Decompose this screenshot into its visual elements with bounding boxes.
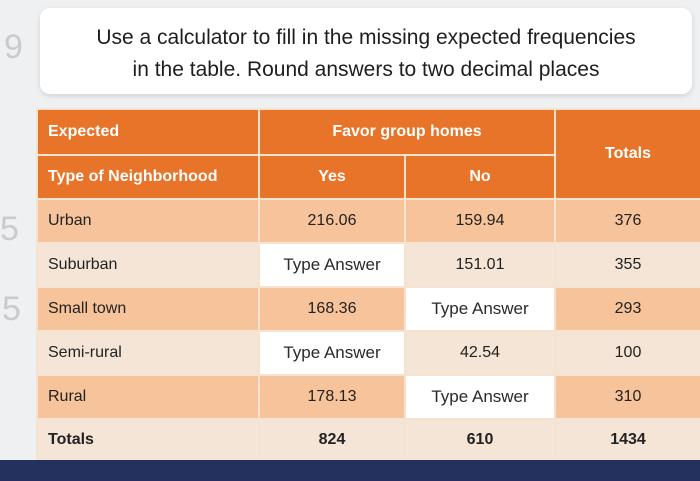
no-value: 159.94 [403, 198, 557, 244]
table-row: Suburban Type Answer 151.01 355 [36, 242, 700, 288]
row-label: Small town [36, 286, 260, 332]
corner-label: Expected [36, 108, 260, 156]
column-header-totals: Totals [554, 108, 700, 200]
table-row: Semi-rural Type Answer 42.54 100 [36, 330, 700, 376]
row-label: Rural [36, 374, 260, 420]
row-label: Urban [36, 198, 260, 244]
row-label: Suburban [36, 242, 260, 288]
total-value: 310 [554, 374, 700, 420]
yes-value: 178.13 [258, 374, 406, 420]
row-header-label: Type of Neighborhood [36, 154, 260, 200]
background-digit: 5 [0, 210, 19, 248]
yes-answer-input[interactable]: Type Answer [258, 330, 406, 376]
totals-label: Totals [36, 418, 260, 462]
table-row: Urban 216.06 159.94 376 [36, 198, 700, 244]
total-value: 293 [554, 286, 700, 332]
prompt-line-1: Use a calculator to fill in the missing … [96, 26, 636, 49]
yes-answer-input[interactable]: Type Answer [258, 242, 406, 288]
column-header-yes: Yes [258, 154, 406, 200]
grand-total-value: 1434 [554, 418, 700, 462]
expected-frequency-table: Expected Favor group homes Totals Type o… [36, 108, 700, 462]
table-row: Rural 178.13 Type Answer 310 [36, 374, 700, 420]
background-digit: 9 [4, 28, 23, 66]
background-digit: 5 [2, 290, 21, 328]
total-yes-value: 824 [258, 418, 406, 462]
row-label: Semi-rural [36, 330, 260, 376]
table-row: Small town 168.36 Type Answer 293 [36, 286, 700, 332]
total-value: 376 [554, 198, 700, 244]
yes-value: 216.06 [258, 198, 406, 244]
no-value: 151.01 [403, 242, 557, 288]
no-answer-input[interactable]: Type Answer [403, 286, 557, 332]
prompt-line-2: in the table. Round answers to two decim… [132, 58, 600, 81]
total-value: 355 [554, 242, 700, 288]
column-header-no: No [403, 154, 557, 200]
total-no-value: 610 [403, 418, 557, 462]
question-prompt: Use a calculator to fill in the missing … [40, 8, 692, 94]
no-answer-input[interactable]: Type Answer [403, 374, 557, 420]
yes-value: 168.36 [258, 286, 406, 332]
group-header: Favor group homes [257, 108, 557, 156]
totals-row: Totals 824 610 1434 [36, 418, 700, 462]
bottom-bar [0, 460, 700, 481]
total-value: 100 [554, 330, 700, 376]
no-value: 42.54 [403, 330, 557, 376]
